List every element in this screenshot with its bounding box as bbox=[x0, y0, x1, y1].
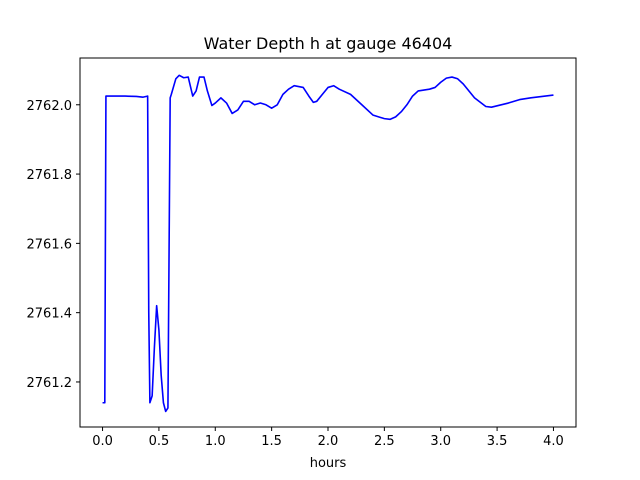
x-tick-label: 0.0 bbox=[92, 434, 113, 449]
y-tick-label: 2762.0 bbox=[27, 99, 73, 114]
x-tick-label: 2.0 bbox=[318, 434, 339, 449]
x-tick-label: 3.0 bbox=[430, 434, 451, 449]
y-tick-label: 2761.8 bbox=[27, 168, 73, 183]
x-tick-label: 4.0 bbox=[543, 434, 564, 449]
axes-frame bbox=[79, 57, 577, 428]
plot-area bbox=[102, 74, 554, 413]
x-axis-label: hours bbox=[310, 456, 347, 471]
x-tick-label: 1.5 bbox=[261, 434, 282, 449]
series-line-0 bbox=[102, 74, 554, 413]
chart-title: Water Depth h at gauge 46404 bbox=[204, 34, 453, 53]
y-tick-label: 2761.4 bbox=[27, 307, 73, 322]
x-tick-label: 3.5 bbox=[487, 434, 508, 449]
x-tick-label: 0.5 bbox=[149, 434, 170, 449]
x-tick-label: 1.0 bbox=[205, 434, 226, 449]
y-tick-label: 2761.2 bbox=[27, 376, 73, 391]
y-axis-ticks: 2761.2 2761.4 2761.6 2761.8 2762.0 bbox=[27, 99, 80, 391]
y-tick-label: 2761.6 bbox=[27, 237, 73, 252]
x-tick-label: 2.5 bbox=[374, 434, 395, 449]
x-axis-ticks: 0.0 0.5 1.0 1.5 2.0 2.5 3.0 3.5 4.0 bbox=[92, 427, 564, 449]
